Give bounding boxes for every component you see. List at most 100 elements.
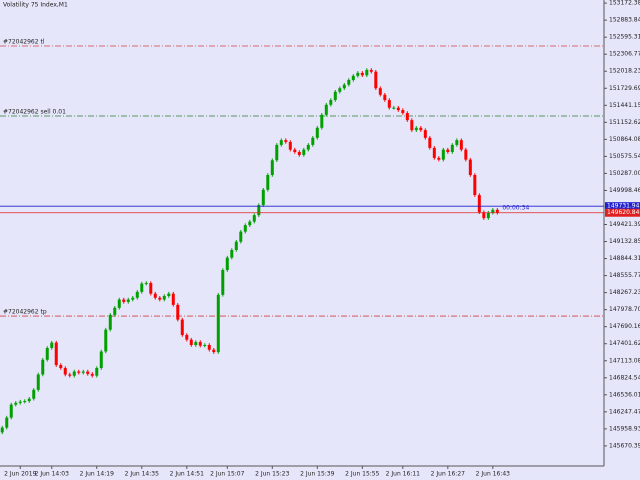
candle-body xyxy=(221,270,225,295)
y-tick-label: 152595.3110 xyxy=(609,34,640,41)
plot-background xyxy=(0,0,604,466)
candle-body xyxy=(104,329,108,352)
candle-body xyxy=(77,371,81,373)
chart-title: Volatility 75 Index,M1 xyxy=(3,2,68,9)
candle-body xyxy=(81,371,85,373)
candle-body xyxy=(59,365,63,369)
candle-body xyxy=(135,291,139,298)
candle-body xyxy=(293,149,297,152)
candle-body xyxy=(459,140,463,150)
candle-body xyxy=(315,127,319,138)
x-tick-label: 2 Jun 15:39 xyxy=(300,471,334,478)
candle-body xyxy=(306,144,310,150)
order-label: #72042962 tl xyxy=(3,38,45,45)
candle-body xyxy=(468,159,472,176)
y-tick-label: 145670.3966 xyxy=(609,442,640,449)
x-tick-label: 2 Jun 14:51 xyxy=(170,471,204,478)
candle-body xyxy=(176,304,180,320)
order-label: #72042962 sell 0.01 xyxy=(3,108,66,115)
y-tick-label: 145958.9347 xyxy=(609,425,640,432)
y-tick-label: 149998.4681 xyxy=(609,187,640,194)
candle-body xyxy=(36,374,40,390)
candle-body xyxy=(387,100,391,108)
candle-body xyxy=(158,297,162,300)
candle-body xyxy=(450,144,454,152)
x-tick-label: 2 Jun 16:11 xyxy=(386,471,420,478)
candle-body xyxy=(216,294,220,353)
candle-body xyxy=(464,149,468,160)
candle-body xyxy=(302,149,306,155)
candle-body xyxy=(243,225,247,232)
y-tick-label: 148555.7776 xyxy=(609,272,640,279)
candle-body xyxy=(279,140,283,145)
candle-body xyxy=(207,344,211,350)
candle-body xyxy=(248,221,252,226)
candle-body xyxy=(203,344,207,346)
y-tick-label: 146536.0109 xyxy=(609,391,640,398)
candle-body xyxy=(45,347,49,360)
candle-body xyxy=(140,283,144,292)
candle-body xyxy=(0,427,4,433)
candle-body xyxy=(288,141,292,150)
candle-body xyxy=(333,91,337,101)
candle-body xyxy=(185,334,189,340)
x-tick-label: 2 Jun 2019 xyxy=(4,471,36,478)
price-label-box xyxy=(605,208,640,217)
candle-body xyxy=(473,175,477,196)
candle-body xyxy=(63,368,67,375)
candle-body xyxy=(99,351,103,369)
candle-body xyxy=(261,189,265,206)
candle-body xyxy=(257,205,261,216)
y-tick-label: 148267.2395 xyxy=(609,289,640,296)
candle-body xyxy=(284,140,288,142)
candle-body xyxy=(95,368,99,376)
candle-body xyxy=(482,212,486,219)
y-tick-label: 146824.5490 xyxy=(609,374,640,381)
candle-body xyxy=(477,195,481,213)
candle-body xyxy=(356,72,360,76)
y-tick-label: 150575.5443 xyxy=(609,153,640,160)
candle-body xyxy=(378,88,382,95)
y-tick-label: 150287.0062 xyxy=(609,170,640,177)
y-tick-label: 147690.1633 xyxy=(609,323,640,330)
candle-body xyxy=(414,127,418,131)
candle-body xyxy=(423,130,427,138)
candle-body xyxy=(198,342,202,346)
candle-body xyxy=(27,398,31,402)
candle-body xyxy=(365,69,369,76)
candle-body xyxy=(324,104,328,115)
candle-body xyxy=(234,241,238,250)
candle-body xyxy=(446,149,450,152)
candle-body xyxy=(23,401,27,403)
candle-body xyxy=(491,209,495,213)
y-tick-label: 146247.4728 xyxy=(609,408,640,415)
candle-body xyxy=(72,371,76,376)
candle-body xyxy=(9,404,13,418)
candle-body xyxy=(383,94,387,101)
candle-body xyxy=(428,137,432,148)
candle-body xyxy=(50,342,54,348)
countdown: 00:00:34 xyxy=(502,205,529,212)
candle-body xyxy=(329,100,333,105)
candle-body xyxy=(486,212,490,219)
x-tick-label: 2 Jun 14:03 xyxy=(35,471,69,478)
x-tick-label: 2 Jun 16:27 xyxy=(431,471,465,478)
x-tick-label: 2 Jun 15:07 xyxy=(210,471,244,478)
y-tick-label: 150864.0824 xyxy=(609,136,640,143)
y-tick-label: 147401.6252 xyxy=(609,340,640,347)
x-tick-label: 2 Jun 15:55 xyxy=(345,471,379,478)
candle-body xyxy=(360,72,364,76)
candle-body xyxy=(162,296,166,300)
candle-body xyxy=(171,293,175,305)
candle-body xyxy=(108,314,112,330)
candle-body xyxy=(189,339,193,345)
candle-body xyxy=(18,401,22,403)
candle-body xyxy=(297,151,301,155)
candle-body xyxy=(14,402,18,405)
candle-body xyxy=(441,149,445,160)
candle-body xyxy=(131,297,135,300)
candle-body xyxy=(338,88,342,92)
price-label: 149731.9481 xyxy=(607,203,640,210)
candle-body xyxy=(401,110,405,114)
